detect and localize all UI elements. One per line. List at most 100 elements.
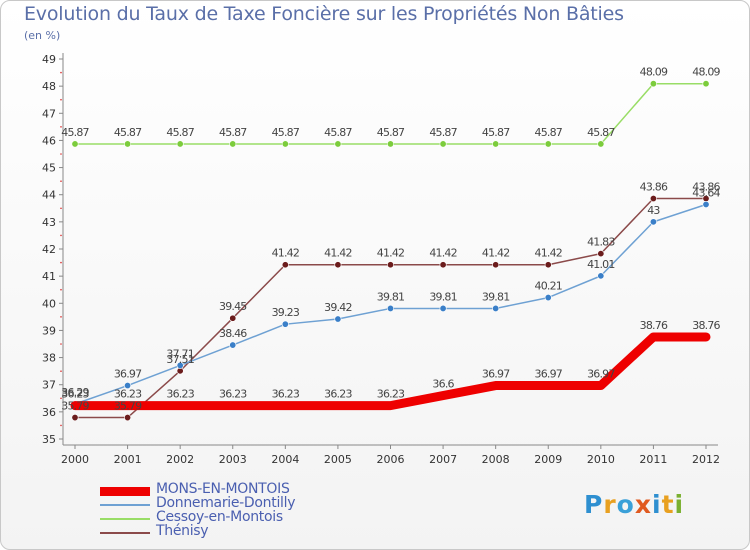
x-tick-label: 2009 <box>534 453 562 466</box>
y-tick-label: 37 <box>42 379 56 392</box>
data-point <box>597 140 605 148</box>
data-label: 45.87 <box>587 126 615 139</box>
data-label: 41.42 <box>324 247 352 260</box>
data-label: 43.64 <box>692 186 720 199</box>
x-tick-label: 2001 <box>114 453 142 466</box>
y-tick-label: 36 <box>42 406 56 419</box>
data-point <box>386 304 394 312</box>
data-label: 45.87 <box>429 126 457 139</box>
legend-swatch <box>100 504 150 506</box>
data-label: 43.86 <box>692 181 720 194</box>
data-label: 41.83 <box>587 236 615 249</box>
data-label: 36.23 <box>61 388 89 401</box>
logo-letter: i <box>652 490 662 519</box>
data-point <box>281 320 289 328</box>
data-point <box>281 140 289 148</box>
data-point <box>649 195 657 203</box>
y-minor-tick <box>60 343 62 345</box>
legend-swatch <box>100 518 150 520</box>
legend-label: Donnemarie-Dontilly <box>156 495 296 511</box>
x-tick-label: 2010 <box>587 453 615 466</box>
data-point <box>386 140 394 148</box>
data-label: 45.87 <box>535 126 563 139</box>
legend-swatch <box>100 532 150 534</box>
data-label: 43 <box>647 204 660 217</box>
data-point <box>439 261 447 269</box>
data-label: 37.51 <box>166 353 194 366</box>
data-label: 35.79 <box>61 400 89 413</box>
data-point <box>71 414 79 422</box>
y-tick-label: 38 <box>42 352 56 365</box>
y-minor-tick <box>60 424 62 427</box>
logo-letter: i <box>674 490 685 519</box>
x-tick-label: 2002 <box>166 453 194 466</box>
data-label: 36.23 <box>324 388 352 401</box>
data-label: 48.09 <box>692 66 720 79</box>
data-label: 45.87 <box>482 126 510 139</box>
data-point <box>702 80 710 88</box>
data-label: 36.23 <box>114 388 142 401</box>
data-point <box>229 314 237 322</box>
x-tick-label: 2004 <box>271 453 299 466</box>
data-label: 36.23 <box>272 388 300 401</box>
y-minor-tick <box>60 126 62 128</box>
data-label: 43.86 <box>640 181 668 194</box>
x-tick-label: 2007 <box>429 453 457 466</box>
y-tick-label: 35 <box>42 433 56 446</box>
proxiti-logo: Proxiti <box>584 490 684 519</box>
legend-label: Cessoy-en-Montois <box>156 509 283 525</box>
data-label: 40.21 <box>535 280 563 293</box>
data-label: 39.81 <box>429 290 457 303</box>
y-tick-label: 46 <box>42 134 56 147</box>
data-point <box>492 140 500 148</box>
data-label: 48.09 <box>640 66 668 79</box>
data-label: 39.45 <box>219 300 247 313</box>
data-label: 45.87 <box>324 126 352 139</box>
data-label: 36.97 <box>535 368 563 381</box>
x-tick-label: 2006 <box>377 453 405 466</box>
data-label: 39.81 <box>377 290 405 303</box>
y-minor-tick <box>60 153 62 155</box>
data-point <box>334 315 342 323</box>
series-line-MONS-EN-MONTOIS <box>70 332 711 411</box>
x-tick-label: 2003 <box>219 453 247 466</box>
y-minor-tick <box>60 234 62 237</box>
logo-letter: t <box>661 490 675 519</box>
chart-subtitle: (en %) <box>24 29 61 42</box>
data-label: 36.97 <box>482 368 510 381</box>
data-label: 38.46 <box>219 327 247 340</box>
data-point <box>649 80 657 88</box>
x-tick-label: 2012 <box>692 453 720 466</box>
y-tick-label: 49 <box>42 53 56 66</box>
y-tick-label: 48 <box>42 80 56 93</box>
y-tick-label: 45 <box>42 162 56 175</box>
data-point <box>597 250 605 258</box>
data-point <box>124 140 132 148</box>
data-label: 37.71 <box>166 347 194 360</box>
x-tick-label: 2005 <box>324 453 352 466</box>
data-point <box>176 140 184 148</box>
data-label: 36.6 <box>432 378 454 391</box>
y-tick-label: 47 <box>42 107 56 120</box>
x-tick-label: 2008 <box>482 453 510 466</box>
data-label: 35.79 <box>114 400 142 413</box>
logo-letter: P <box>584 490 604 519</box>
data-point <box>229 140 237 148</box>
chart-title: Evolution du Taux de Taxe Foncière sur l… <box>24 3 624 25</box>
data-point <box>334 140 342 148</box>
data-label: 41.42 <box>377 247 405 260</box>
data-label: 45.87 <box>377 126 405 139</box>
logo-letter: r <box>603 490 617 519</box>
data-point <box>281 261 289 269</box>
y-minor-tick <box>60 397 62 400</box>
data-label: 36.97 <box>587 368 615 381</box>
y-minor-tick <box>60 180 62 182</box>
data-label: 45.87 <box>219 126 247 139</box>
x-tick-label: 2000 <box>61 453 89 466</box>
data-point <box>71 140 79 148</box>
data-label: 41.42 <box>429 247 457 260</box>
data-point <box>439 140 447 148</box>
data-point <box>544 294 552 302</box>
data-label: 36.23 <box>377 388 405 401</box>
data-label: 41.42 <box>272 247 300 260</box>
